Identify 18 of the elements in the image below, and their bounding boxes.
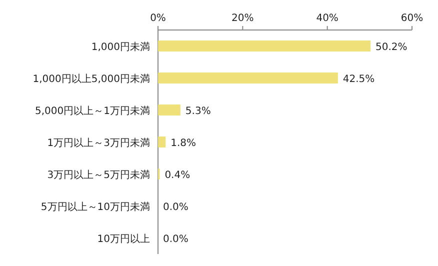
x-tick-label: 60%: [400, 13, 424, 24]
data-label: 0.0%: [163, 234, 188, 245]
x-tick-label: 20%: [232, 13, 254, 24]
y-tick-label: 5万円以上～10万円未満: [40, 201, 150, 213]
data-label: 1.8%: [170, 138, 196, 149]
data-label: 42.5%: [342, 74, 375, 85]
x-tick-label: 0%: [150, 13, 166, 24]
y-tick-label: 1,000円未満: [91, 41, 150, 53]
y-tick-label: 5,000円以上～1万円未満: [35, 105, 150, 117]
data-label: 5.3%: [185, 106, 211, 117]
y-tick-label: 1,000円以上5,000円未満: [32, 73, 150, 85]
y-tick-label: 10万円以上: [97, 233, 150, 245]
data-label: 0.4%: [164, 170, 190, 181]
y-tick-label: 1万円以上～3万円未満: [47, 137, 150, 149]
data-label: 50.2%: [376, 42, 408, 53]
data-label: 0.0%: [163, 202, 188, 213]
y-tick-label: 3万円以上～5万円未満: [47, 169, 150, 181]
x-tick-label: 40%: [316, 13, 338, 24]
